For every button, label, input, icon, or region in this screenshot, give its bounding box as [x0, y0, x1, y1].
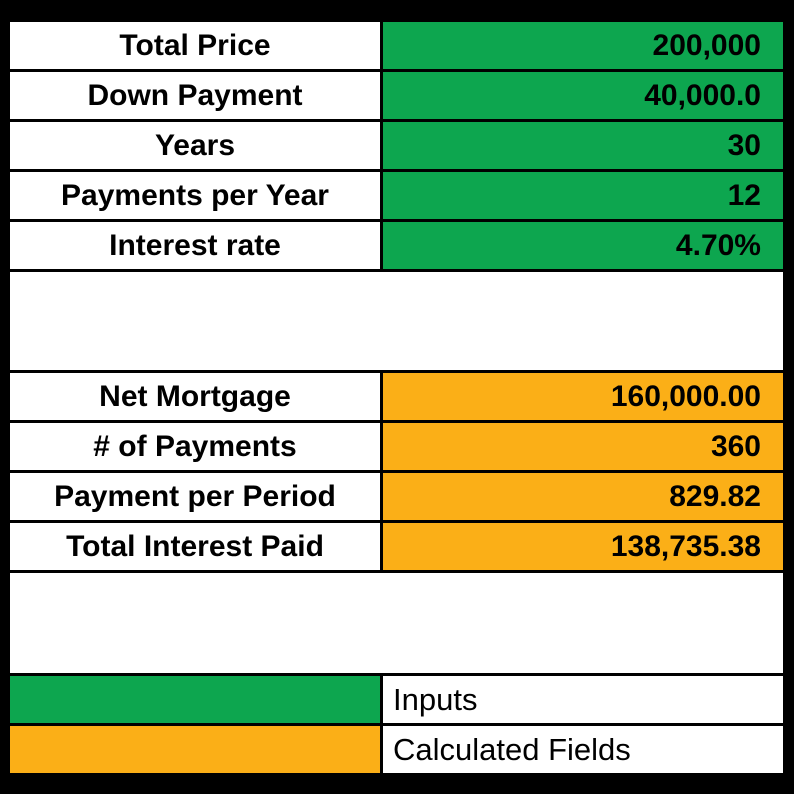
legend-swatch-inputs [10, 676, 380, 723]
row-label-total-interest-paid: Total Interest Paid [10, 523, 380, 570]
row-label-total-price: Total Price [10, 22, 380, 69]
row-label-interest-rate: Interest rate [10, 222, 380, 269]
row-label-payment-per-period: Payment per Period [10, 473, 380, 520]
legend-label-calculated-fields: Calculated Fields [383, 726, 783, 773]
input-cell-total-price[interactable]: 200,000 [383, 22, 783, 69]
input-cell-down-payment[interactable]: 40,000.0 [383, 72, 783, 119]
legend-label-inputs: Inputs [383, 676, 783, 723]
blank-region-top [10, 272, 783, 370]
calc-cell-number-of-payments: 360 [383, 423, 783, 470]
mortgage-calculator-sheet: Total Price 200,000 Down Payment 40,000.… [10, 22, 783, 773]
row-label-down-payment: Down Payment [10, 72, 380, 119]
row-label-payments-per-year: Payments per Year [10, 172, 380, 219]
input-cell-years[interactable]: 30 [383, 122, 783, 169]
calc-cell-net-mortgage: 160,000.00 [383, 373, 783, 420]
legend-swatch-calculated-fields [10, 726, 380, 773]
input-cell-interest-rate[interactable]: 4.70% [383, 222, 783, 269]
row-label-net-mortgage: Net Mortgage [10, 373, 380, 420]
calc-cell-total-interest-paid: 138,735.38 [383, 523, 783, 570]
row-label-number-of-payments: # of Payments [10, 423, 380, 470]
calc-cell-payment-per-period: 829.82 [383, 473, 783, 520]
row-label-years: Years [10, 122, 380, 169]
blank-region-bottom [10, 573, 783, 673]
input-cell-payments-per-year[interactable]: 12 [383, 172, 783, 219]
